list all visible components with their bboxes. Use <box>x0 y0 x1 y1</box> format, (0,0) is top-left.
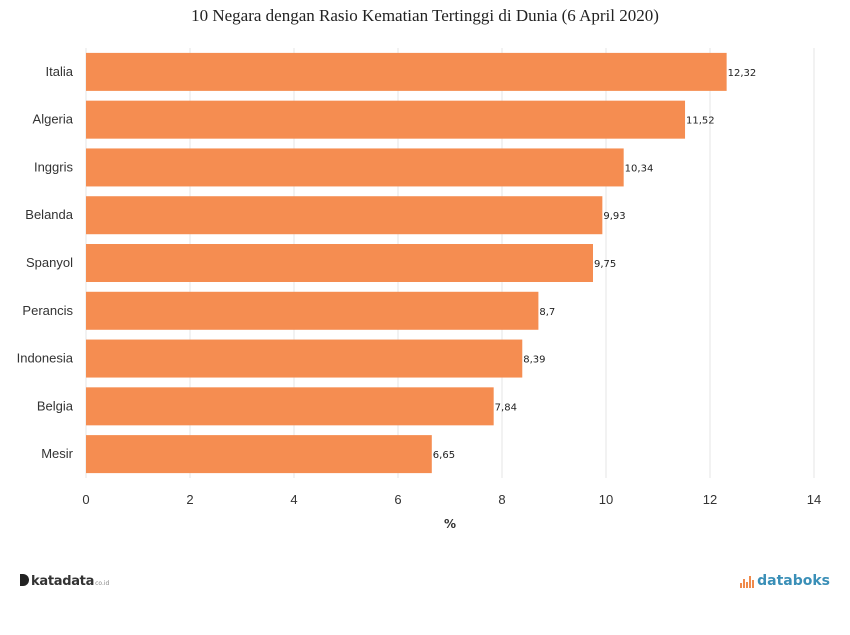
category-label: Indonesia <box>17 351 74 366</box>
data-label: 7,84 <box>495 402 517 413</box>
katadata-logo-suffix: co.id <box>95 580 110 587</box>
bar <box>86 196 603 235</box>
category-label: Belgia <box>37 398 74 413</box>
x-tick-label: 10 <box>599 492 613 507</box>
bars <box>86 52 727 474</box>
bar <box>86 291 539 330</box>
category-label: Mesir <box>41 446 73 461</box>
category-label: Belanda <box>25 207 73 222</box>
data-label: 9,75 <box>594 259 616 270</box>
bar <box>86 100 686 139</box>
category-label: Spanyol <box>26 255 73 270</box>
category-label: Perancis <box>22 303 73 318</box>
data-label: 10,34 <box>625 163 654 174</box>
data-label: 8,39 <box>523 355 545 366</box>
x-tick-label: 2 <box>186 492 193 507</box>
chart-title: 10 Negara dengan Rasio Kematian Tertingg… <box>191 6 659 25</box>
category-label: Inggris <box>34 159 74 174</box>
bar <box>86 52 727 91</box>
data-label: 9,93 <box>603 211 625 222</box>
x-axis-ticks: 0 2 4 6 8 10 12 14 <box>82 492 821 507</box>
bar-chart-icon <box>740 574 755 588</box>
bar <box>86 244 593 282</box>
bar <box>86 339 523 378</box>
x-tick-label: 14 <box>807 492 821 507</box>
category-label: Algeria <box>33 112 74 127</box>
data-labels: 12,32 11,52 10,34 9,93 9,75 8,7 8,39 7,84 6,65 <box>433 68 756 461</box>
bar <box>86 148 624 187</box>
x-tick-label: 4 <box>290 492 297 507</box>
katadata-logo: katadata co.id <box>20 574 109 589</box>
x-tick-label: 8 <box>498 492 505 507</box>
databoks-logo: databoks <box>740 573 830 589</box>
data-label: 8,7 <box>539 307 555 318</box>
bar <box>86 435 432 474</box>
katadata-logo-text: katadata <box>31 574 95 589</box>
x-tick-label: 6 <box>394 492 401 507</box>
x-axis-title: % <box>444 517 456 531</box>
category-labels: Italia Algeria Inggris Belanda Spanyol Peranc… <box>17 64 74 461</box>
katadata-mark-icon <box>20 574 29 586</box>
category-label: Italia <box>46 64 74 79</box>
bar <box>86 387 494 426</box>
data-label: 11,52 <box>686 116 715 127</box>
data-label: 6,65 <box>433 450 455 461</box>
chart-area: 12,32 11,52 10,34 9,93 9,75 8,7 8,39 7,84 6,65 I… <box>17 48 821 531</box>
databoks-logo-text: databoks <box>757 573 830 589</box>
x-tick-label: 0 <box>82 492 89 507</box>
x-tick-label: 12 <box>703 492 717 507</box>
data-label: 12,32 <box>728 68 757 79</box>
